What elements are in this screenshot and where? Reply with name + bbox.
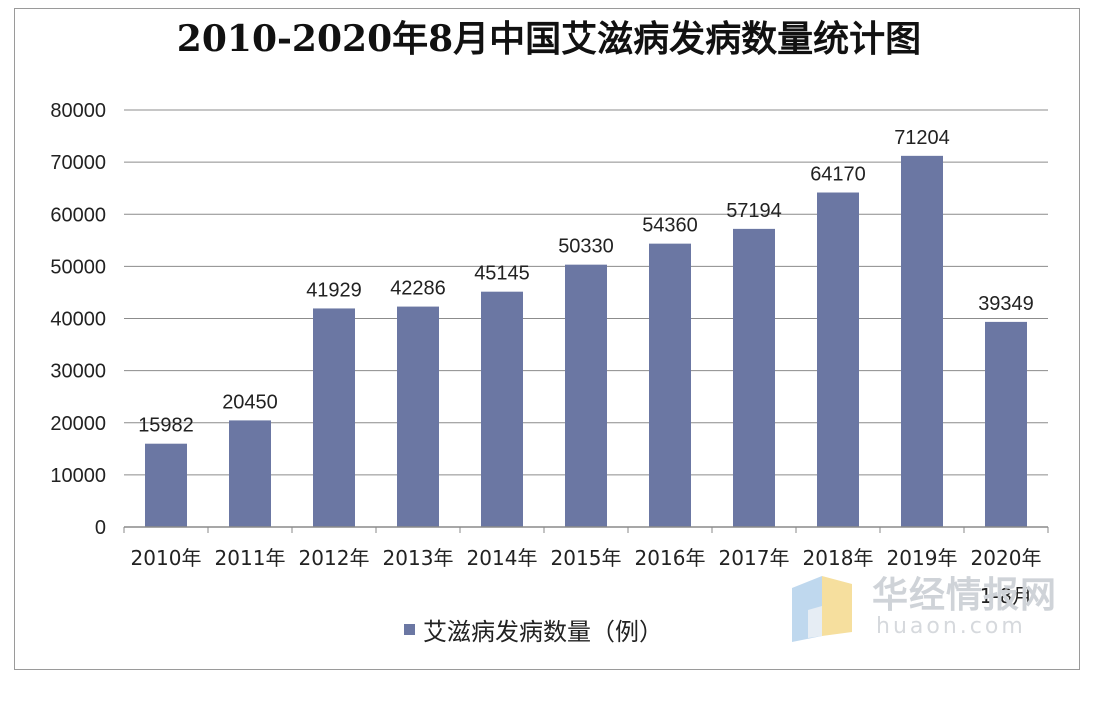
x-tick-label: 2018年 <box>803 546 874 570</box>
x-axis-ticks: 2010年 2011年 2012年 2013年 2014年 2015年 2016年 2017年… <box>123 527 1049 608</box>
y-tick-label: 30000 <box>50 361 106 383</box>
bars <box>145 155 1027 528</box>
y-axis-ticks: 0 10000 20000 30000 40000 50000 60000 70000 8000… <box>50 100 106 539</box>
x-tick-label: 2015年 <box>551 546 622 570</box>
data-label: 54360 <box>642 215 698 237</box>
data-label: 20450 <box>222 391 278 413</box>
y-tick-label: 60000 <box>50 204 106 226</box>
y-tick-label: 10000 <box>50 465 106 487</box>
data-label: 15982 <box>138 415 194 437</box>
watermark-domain: huaon.com <box>876 614 1026 639</box>
watermark-name: 华经情报网 <box>872 575 1058 616</box>
bar <box>313 308 355 527</box>
data-label: 71204 <box>894 127 950 149</box>
x-tick-label: 2011年 <box>215 546 286 570</box>
watermark: 华经情报网 huaon.com <box>788 566 1078 646</box>
x-tick-label: 2013年 <box>383 546 454 570</box>
x-tick-sublabel: 1-8月 <box>980 584 1033 608</box>
bar <box>733 228 775 527</box>
x-tick-label: 2016年 <box>635 546 706 570</box>
legend: 艾滋病发病数量（例） <box>404 612 663 647</box>
y-tick-label: 40000 <box>50 309 106 331</box>
x-tick-label: 2014年 <box>467 546 538 570</box>
bar <box>985 321 1027 527</box>
data-label: 57194 <box>726 200 782 222</box>
data-label: 50330 <box>558 236 614 258</box>
data-label: 41929 <box>306 279 362 301</box>
x-tick-label: 2012年 <box>299 546 370 570</box>
bar <box>649 243 691 527</box>
watermark-logo-icon <box>792 576 852 642</box>
bar <box>397 306 439 527</box>
bar <box>229 420 271 527</box>
legend-swatch <box>404 624 415 635</box>
y-tick-label: 0 <box>95 517 106 539</box>
data-label: 64170 <box>810 164 866 186</box>
bar <box>481 291 523 527</box>
x-tick-label: 2010年 <box>131 546 202 570</box>
chart-title: 2010-2020年8月中国艾滋病发病数量统计图 <box>176 18 922 60</box>
bar <box>817 192 859 528</box>
data-label: 39349 <box>978 293 1034 315</box>
y-tick-label: 70000 <box>50 152 106 174</box>
y-tick-label: 20000 <box>50 413 106 435</box>
x-tick-label: 2020年 <box>971 546 1042 570</box>
bar <box>901 155 943 527</box>
x-tick-label: 2017年 <box>719 546 790 570</box>
data-label: 42286 <box>390 278 446 300</box>
data-labels: 15982 20450 41929 42286 45145 50330 54360 57194… <box>138 127 1034 437</box>
y-tick-label: 80000 <box>50 100 106 122</box>
x-tick-label: 2019年 <box>887 546 958 570</box>
legend-label: 艾滋病发病数量（例） <box>423 618 663 646</box>
data-label: 45145 <box>474 263 530 285</box>
bar <box>145 443 187 527</box>
y-tick-label: 50000 <box>50 256 106 278</box>
bar <box>565 264 607 527</box>
